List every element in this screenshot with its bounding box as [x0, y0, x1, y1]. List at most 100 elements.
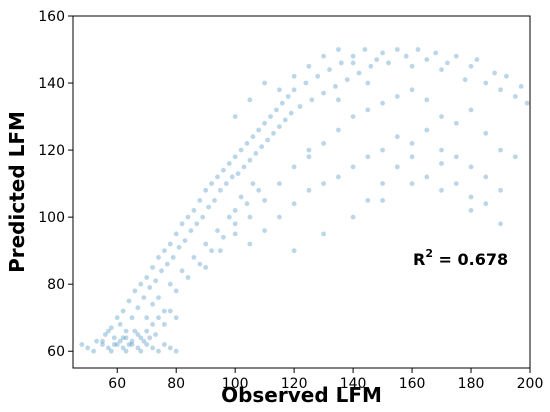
data-point — [173, 288, 179, 294]
data-point — [362, 47, 368, 52]
data-point — [498, 87, 503, 93]
data-point — [291, 201, 297, 207]
data-point — [126, 298, 132, 304]
r-squared-annotation: R2 = 0.678 — [413, 247, 508, 269]
data-point — [120, 345, 126, 351]
data-point — [182, 238, 188, 244]
x-tick-label: 180 — [458, 376, 485, 392]
data-point — [380, 50, 385, 56]
data-point — [226, 214, 232, 220]
data-point — [321, 141, 326, 146]
data-point — [129, 338, 135, 344]
data-point — [291, 248, 297, 254]
data-point — [156, 348, 161, 354]
data-point — [333, 84, 338, 89]
data-point — [132, 328, 138, 334]
y-axis-title: Predicted LFM — [5, 111, 29, 273]
data-point — [321, 231, 326, 237]
data-point — [100, 338, 105, 344]
y-axis: 60 80 100 120 140 160 — [38, 9, 73, 360]
data-point — [336, 97, 341, 103]
data-point — [162, 342, 167, 347]
data-point — [282, 117, 288, 123]
data-point — [167, 345, 173, 351]
data-point — [221, 167, 226, 173]
data-point — [409, 87, 415, 93]
r-squared-superscript: 2 — [425, 247, 433, 260]
data-point — [179, 221, 185, 227]
data-point — [250, 134, 256, 140]
data-point — [439, 161, 444, 166]
data-point — [256, 127, 262, 133]
data-point — [188, 228, 194, 234]
data-point — [135, 332, 141, 337]
data-point — [368, 63, 374, 69]
data-point — [524, 100, 530, 106]
scatter-points — [79, 47, 530, 354]
data-point — [365, 80, 371, 86]
y-tick-label: 80 — [47, 277, 65, 293]
data-point — [271, 130, 276, 136]
data-point — [265, 137, 270, 143]
x-tick-label: 160 — [399, 376, 426, 392]
data-point — [285, 94, 291, 99]
data-point — [150, 345, 156, 351]
data-point — [156, 315, 161, 321]
data-point — [409, 181, 415, 187]
data-point — [215, 228, 220, 234]
data-point — [512, 94, 518, 99]
x-axis: 60 80 100 120 140 160 180 200 — [108, 368, 543, 392]
data-point — [321, 181, 326, 187]
data-point — [162, 322, 167, 327]
data-point — [386, 60, 391, 66]
data-point — [291, 164, 297, 170]
data-point — [453, 120, 459, 126]
data-point — [306, 63, 312, 69]
x-axis-title: Observed LFM — [221, 383, 382, 407]
data-point — [374, 57, 380, 62]
data-point — [279, 100, 285, 106]
data-point — [262, 198, 267, 203]
data-point — [144, 328, 150, 334]
data-point — [262, 80, 267, 86]
data-point — [338, 60, 344, 66]
data-point — [350, 60, 356, 66]
data-point — [132, 288, 138, 294]
data-point — [147, 285, 153, 290]
data-point — [394, 134, 400, 140]
data-point — [336, 127, 341, 133]
data-point — [291, 87, 297, 93]
data-point — [173, 348, 179, 354]
data-point — [138, 281, 144, 287]
data-point — [135, 305, 141, 311]
data-point — [262, 228, 267, 234]
data-point — [167, 241, 173, 247]
data-point — [150, 301, 156, 307]
data-point — [164, 261, 170, 267]
data-point — [433, 50, 439, 56]
data-point — [203, 265, 209, 270]
data-point — [232, 231, 238, 237]
data-point — [100, 342, 105, 347]
data-point — [162, 308, 167, 314]
data-point — [117, 338, 123, 344]
data-point — [394, 164, 400, 170]
data-point — [111, 342, 117, 347]
data-point — [483, 80, 489, 86]
data-point — [512, 154, 518, 160]
data-point — [197, 198, 203, 203]
data-point — [138, 335, 144, 341]
x-tick-label: 200 — [517, 376, 544, 392]
data-point — [167, 281, 173, 287]
data-point — [215, 174, 220, 180]
data-point — [144, 342, 150, 347]
data-point — [453, 53, 459, 59]
data-point — [91, 348, 96, 354]
data-point — [468, 63, 474, 69]
data-point — [173, 231, 179, 237]
data-point — [498, 187, 503, 193]
data-point — [409, 154, 415, 160]
data-point — [108, 325, 114, 331]
data-point — [483, 130, 489, 136]
